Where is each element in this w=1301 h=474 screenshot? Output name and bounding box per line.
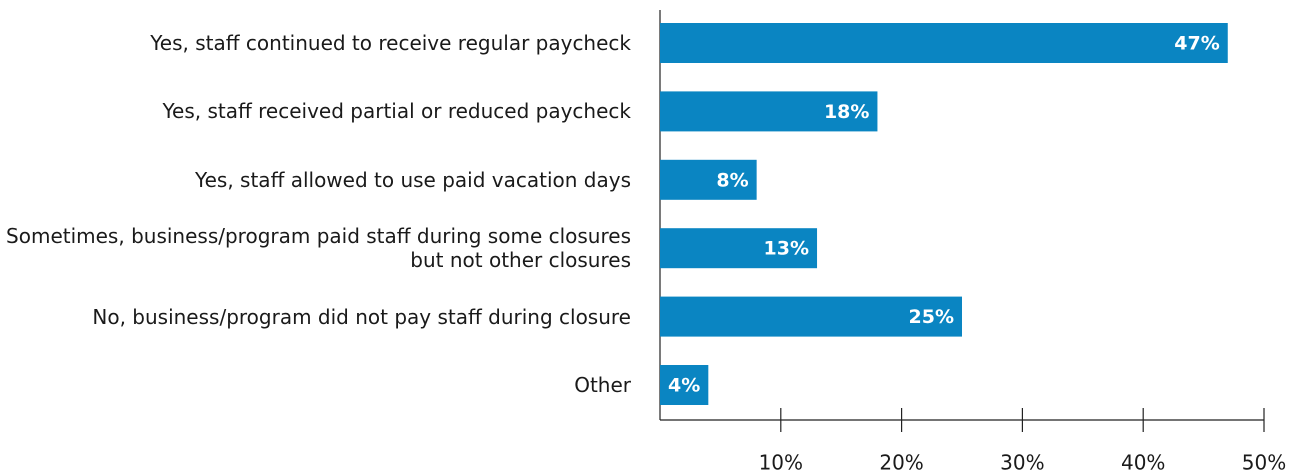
bar [660, 159, 757, 200]
category-label: Yes, staff allowed to use paid vacation … [195, 167, 631, 192]
x-tick-label: 40% [1121, 451, 1165, 474]
x-tick-label: 10% [759, 451, 803, 474]
value-label: 13% [764, 238, 809, 260]
category-label: Yes, staff received partial or reduced p… [162, 99, 631, 124]
x-tick-label: 30% [1000, 451, 1044, 474]
value-label: 47% [1174, 33, 1219, 55]
category-label: Other [574, 373, 631, 397]
x-tick-label: 50% [1242, 451, 1286, 474]
value-label: 18% [824, 101, 869, 123]
bar [660, 23, 1228, 63]
value-label: 25% [909, 306, 954, 328]
bar [660, 228, 818, 269]
bar [660, 91, 878, 132]
value-label: 8% [716, 169, 748, 191]
bar [660, 365, 709, 405]
x-tick-label: 20% [879, 451, 923, 474]
category-label: No, business/program did not pay staff d… [92, 304, 631, 329]
bar [660, 296, 962, 337]
value-label: 4% [668, 375, 700, 397]
category-label: Sometimes, business/program paid staff d… [6, 224, 631, 273]
category-label: Yes, staff continued to receive regular … [150, 31, 631, 55]
